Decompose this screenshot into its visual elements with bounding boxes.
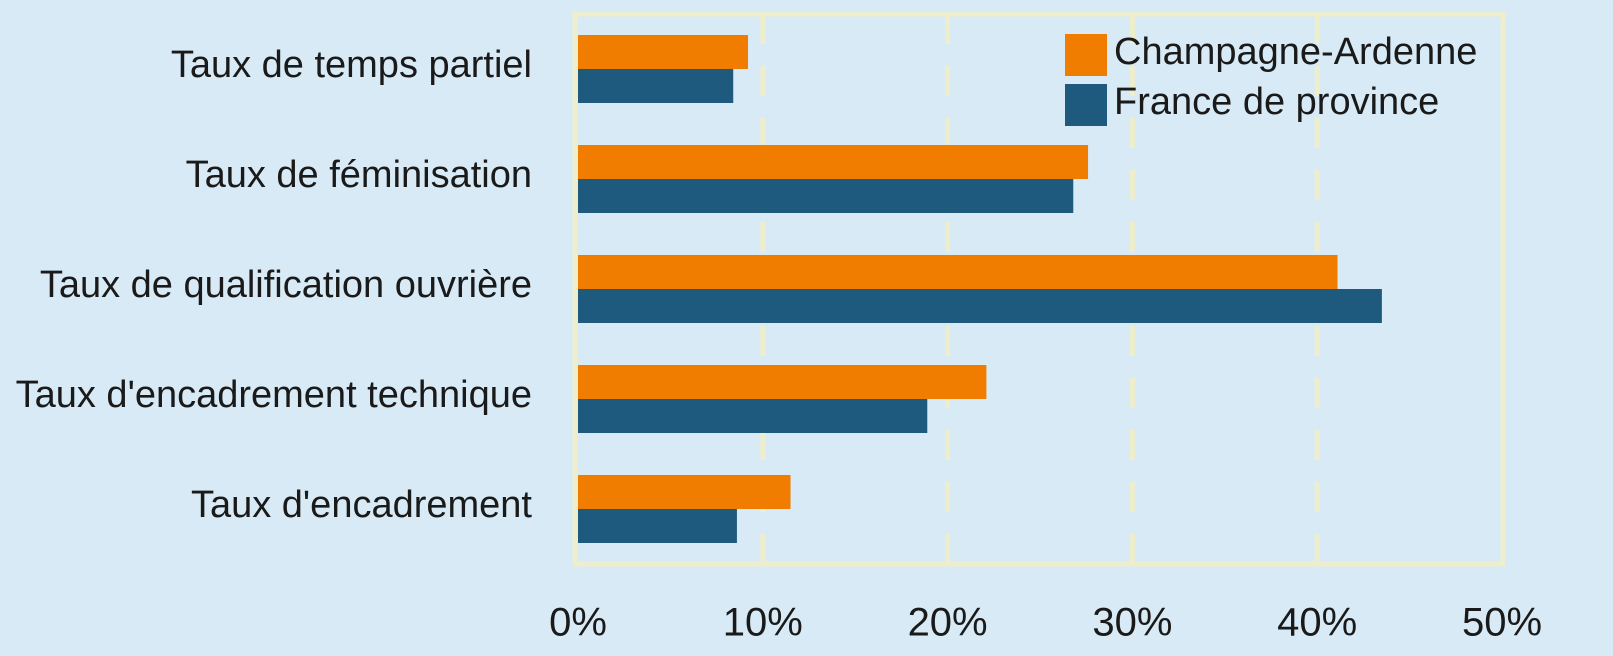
plot-frame [572, 11, 1506, 567]
y-tick-label: Taux d'encadrement [191, 484, 532, 526]
x-tick-label: 50% [1462, 601, 1542, 645]
bar [578, 365, 987, 399]
bar [578, 255, 1338, 289]
y-tick-label: Taux de féminisation [186, 154, 532, 196]
x-tick-label: 30% [1092, 601, 1172, 645]
bar [578, 179, 1074, 213]
bar [578, 289, 1382, 323]
bar [578, 35, 749, 69]
x-tick-label: 40% [1277, 601, 1357, 645]
bar [578, 399, 928, 433]
x-tick-label: 0% [549, 601, 607, 645]
y-tick-label: Taux de temps partiel [171, 44, 532, 86]
bar [578, 475, 791, 509]
y-tick-label: Taux de qualification ouvrière [40, 264, 532, 306]
bar [578, 509, 737, 543]
legend-swatch [1065, 84, 1107, 126]
x-tick-label: 10% [723, 601, 803, 645]
legend-swatch [1065, 34, 1107, 76]
legend-label: France de province [1114, 81, 1439, 123]
y-tick-label: Taux d'encadrement technique [16, 374, 532, 416]
bar [578, 145, 1089, 179]
x-tick-label: 20% [908, 601, 988, 645]
legend-label: Champagne-Ardenne [1114, 31, 1477, 73]
bar [578, 69, 734, 103]
